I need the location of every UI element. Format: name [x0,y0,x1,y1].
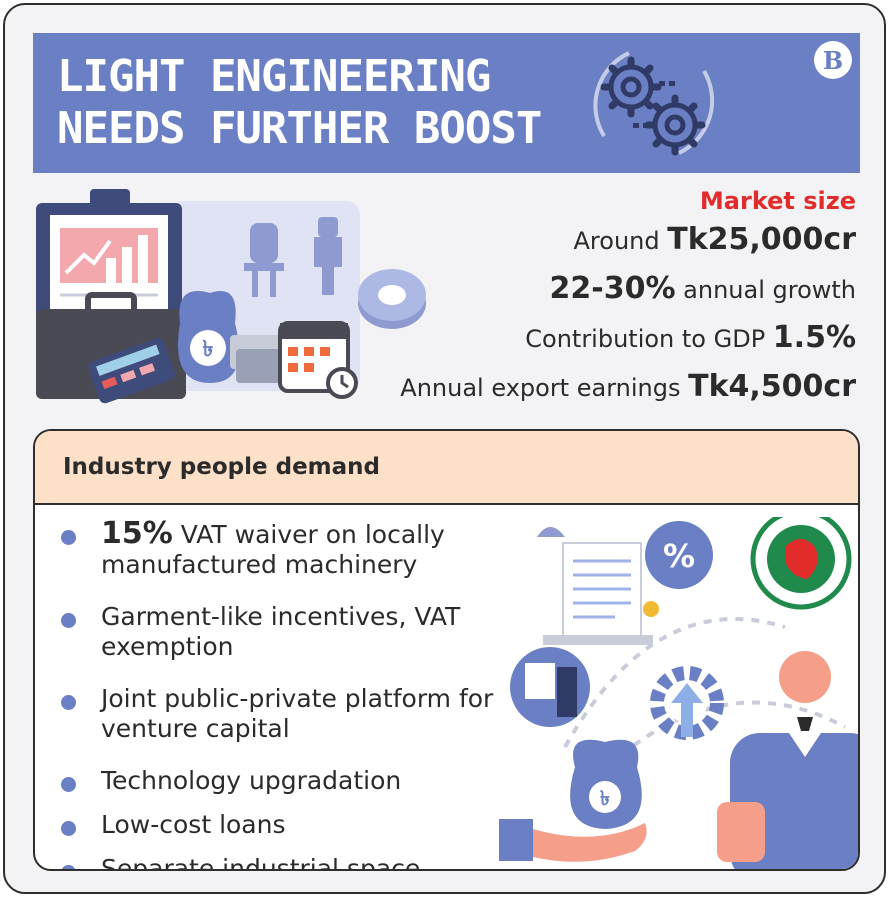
list-item: Technology upgradation [61,766,521,796]
header-banner: LIGHT ENGINEERING NEEDS FURTHER BOOST B [33,33,860,173]
list-item: Garment-like incentives, VAT exemption [61,602,521,662]
light-bulb-icon [244,223,284,297]
demand-text: Separate industrial space [101,854,421,871]
demand-highlight: 15% [101,516,173,551]
industry-illustration: ৳ [36,189,426,404]
bullet-icon [61,821,76,836]
document-icon [537,527,659,645]
list-item: Low-cost loans [61,810,521,840]
export-line: Annual export earnings Tk4,500cr [400,363,856,412]
svg-text:%: % [663,537,695,575]
growth-value: 22-30% [549,271,676,306]
title-line-1: LIGHT ENGINEERING [57,51,491,102]
svg-text:৳: ৳ [600,786,610,810]
market-size-label: Market size [699,187,856,215]
demand-text: Technology upgradation [101,766,402,795]
spark-plug-icon [314,217,342,295]
growth-line: 22-30% annual growth [400,265,857,314]
export-value: Tk4,500cr [688,369,856,404]
gdp-line: Contribution to GDP 1.5% [400,314,856,363]
bullet-icon [61,777,76,792]
percent-icon: % [645,521,713,589]
bullet-icon [61,530,76,545]
svg-text:৳: ৳ [203,337,214,362]
market-size-line: Around Tk25,000cr [400,216,857,265]
title-line-2: NEEDS FURTHER BOOST [57,103,542,154]
person-icon [717,651,858,869]
size-prefix: Around [573,227,668,255]
demand-panel: Industry people demand 15% VAT waiver on… [33,429,860,871]
logo-icon: B [814,41,852,79]
gears-icon [593,51,715,156]
tape-roll-icon [358,269,426,329]
list-item: Separate industrial space [61,854,521,871]
list-item: 15% VAT waiver on locally manufactured m… [61,519,521,580]
demand-text: VAT waiver on locally manufactured machi… [101,520,445,579]
page-title: LIGHT ENGINEERING NEEDS FURTHER BOOST [57,51,542,155]
bullet-icon [61,613,76,628]
calculator-icon [88,337,175,404]
bullet-icon [61,695,76,710]
money-bag-icon: ৳ [178,291,240,383]
export-prefix: Annual export earnings [400,374,689,402]
gdp-prefix: Contribution to GDP [525,325,773,353]
gdp-value: 1.5% [772,320,856,355]
government-seal-icon [750,517,852,610]
demand-list: 15% VAT waiver on locally manufactured m… [61,519,521,871]
bullet-icon [61,865,76,869]
size-value: Tk25,000cr [667,222,856,257]
demand-illustration: % ৳ [499,517,858,869]
market-stats: Market size Around Tk25,000cr 22-30% ann… [400,186,856,412]
hand-money-bag-icon: ৳ [499,739,647,862]
demand-text: Low-cost loans [101,810,286,839]
growth-suffix: annual growth [675,276,856,304]
clock-icon [326,367,358,399]
demand-heading: Industry people demand [35,431,858,505]
clothing-icon [510,647,590,727]
list-item: Joint public-private platform for ventur… [61,684,521,744]
gear-arrow-icon [650,666,724,740]
demand-text: Garment-like incentives, VAT exemption [101,602,461,661]
demand-text: Joint public-private platform for ventur… [101,684,494,743]
